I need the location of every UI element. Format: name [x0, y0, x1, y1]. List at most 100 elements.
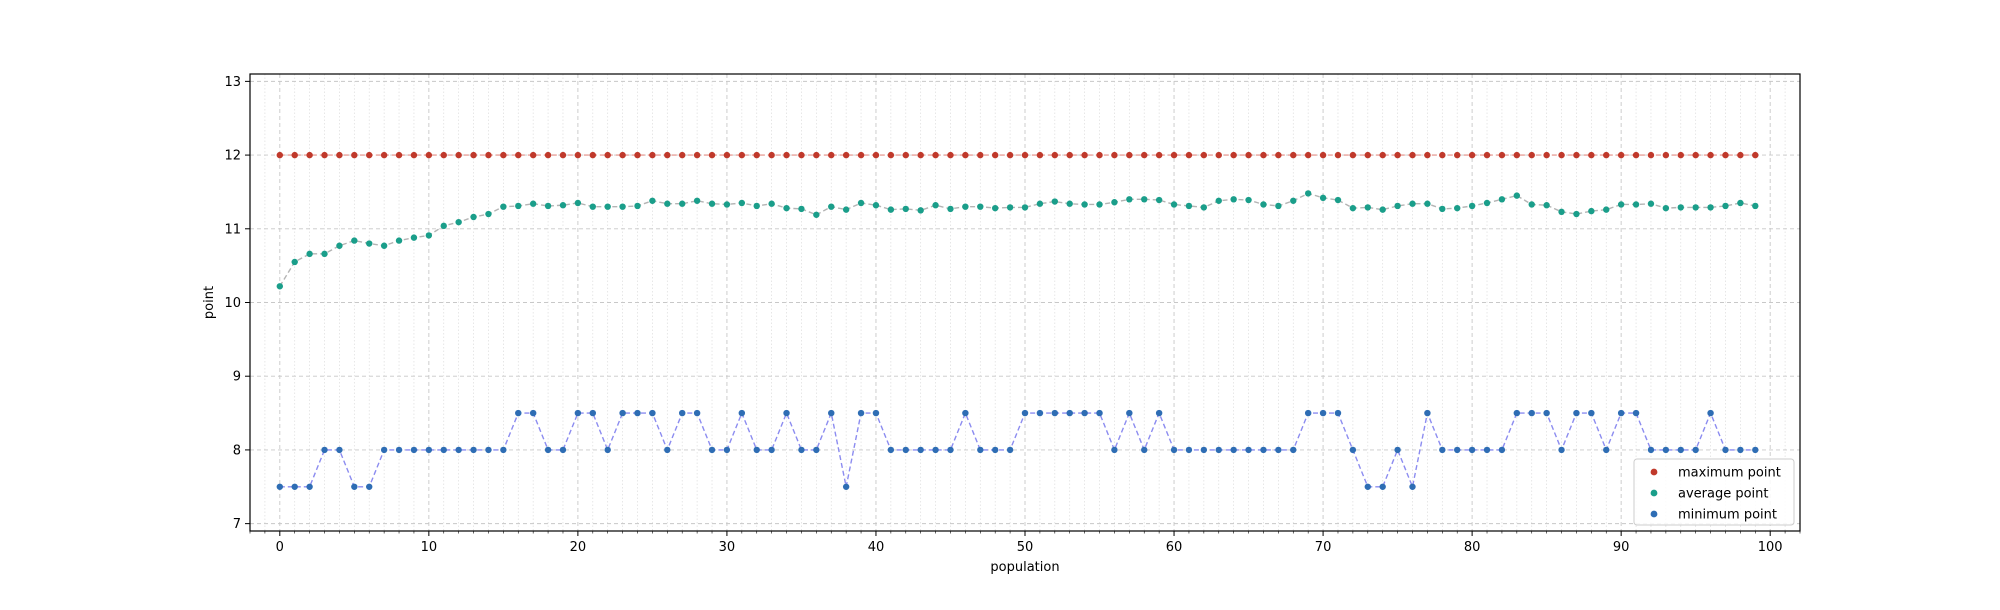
data-point: [768, 151, 775, 159]
data-point: [1632, 151, 1640, 159]
data-point: [947, 446, 954, 454]
data-point: [1051, 198, 1059, 205]
data-point: [1334, 196, 1342, 204]
data-point: [1051, 409, 1059, 417]
data-point: [589, 151, 596, 159]
data-point: [1498, 446, 1506, 454]
data-point: [1632, 409, 1640, 417]
data-point: [1677, 446, 1684, 454]
data-point: [991, 204, 999, 212]
data-point: [1617, 201, 1625, 208]
data-point: [872, 409, 880, 417]
data-point: [291, 258, 298, 266]
data-point: [1304, 190, 1312, 197]
data-point: [1632, 201, 1640, 208]
data-point: [1111, 199, 1118, 206]
data-point: [1439, 446, 1446, 454]
data-point: [1275, 446, 1282, 454]
data-point: [380, 242, 388, 249]
data-point: [574, 199, 582, 207]
data-point: [351, 237, 358, 244]
legend-label: maximum point: [1678, 466, 1781, 481]
data-point: [1752, 446, 1759, 454]
data-point: [425, 151, 433, 159]
data-point: [887, 206, 895, 213]
data-point: [977, 203, 984, 210]
data-point: [515, 409, 522, 417]
data-point: [1468, 151, 1476, 159]
data-point: [1349, 446, 1357, 454]
data-point: [1200, 151, 1208, 159]
data-point: [321, 151, 328, 159]
data-point: [1066, 151, 1073, 159]
y-tick-label: 8: [233, 443, 241, 458]
data-point: [1379, 151, 1386, 159]
data-point: [1096, 409, 1103, 417]
data-point: [440, 151, 447, 159]
data-point: [1275, 202, 1282, 210]
data-point: [1304, 409, 1312, 417]
data-point: [1096, 151, 1103, 159]
data-point: [887, 151, 895, 159]
data-point: [559, 446, 567, 454]
data-point: [1006, 204, 1014, 211]
x-tick-label: 60: [1166, 540, 1183, 555]
data-point: [1603, 206, 1610, 213]
data-point: [306, 151, 313, 159]
y-tick-label: 11: [224, 222, 241, 237]
data-point: [649, 197, 656, 204]
data-point: [1290, 151, 1297, 159]
data-point: [1141, 151, 1148, 159]
data-point: [977, 446, 984, 454]
data-point: [351, 151, 358, 159]
data-point: [1245, 446, 1252, 454]
data-point: [1692, 446, 1699, 454]
data-point: [708, 200, 716, 207]
data-point: [664, 446, 671, 454]
data-point: [1573, 151, 1580, 159]
data-point: [813, 211, 820, 218]
data-point: [1573, 409, 1580, 417]
data-point: [664, 151, 671, 159]
x-axis-label: population: [990, 560, 1059, 575]
data-point: [619, 409, 626, 417]
data-point: [276, 151, 284, 159]
data-point: [857, 199, 865, 207]
data-point: [1558, 208, 1565, 216]
data-point: [395, 446, 403, 454]
data-point: [1170, 446, 1178, 454]
data-point: [321, 250, 328, 258]
data-point: [1081, 151, 1088, 159]
data-point: [1424, 409, 1431, 417]
data-point: [962, 203, 969, 210]
data-point: [515, 151, 522, 159]
data-point: [544, 202, 552, 210]
data-point: [634, 151, 641, 159]
data-point: [917, 151, 924, 159]
data-point: [500, 151, 507, 159]
data-point: [276, 283, 284, 290]
data-point: [1588, 409, 1595, 417]
data-point: [529, 409, 537, 417]
data-point: [1513, 151, 1521, 159]
data-point: [276, 483, 284, 490]
data-point: [1722, 446, 1729, 454]
data-point: [1230, 196, 1237, 203]
data-point: [1617, 151, 1625, 159]
data-point: [1155, 196, 1163, 204]
data-point: [1111, 151, 1118, 159]
data-point: [1245, 151, 1252, 159]
data-point: [813, 446, 820, 454]
data-point: [366, 151, 373, 159]
data-point: [1290, 446, 1297, 454]
data-point: [932, 446, 939, 454]
data-point: [723, 201, 731, 208]
data-point: [1036, 151, 1044, 159]
data-point: [1185, 446, 1193, 454]
data-point: [1081, 201, 1088, 208]
x-tick-label: 30: [719, 540, 736, 555]
data-point: [887, 446, 895, 454]
y-axis-label: point: [202, 286, 217, 319]
data-point: [798, 151, 805, 159]
